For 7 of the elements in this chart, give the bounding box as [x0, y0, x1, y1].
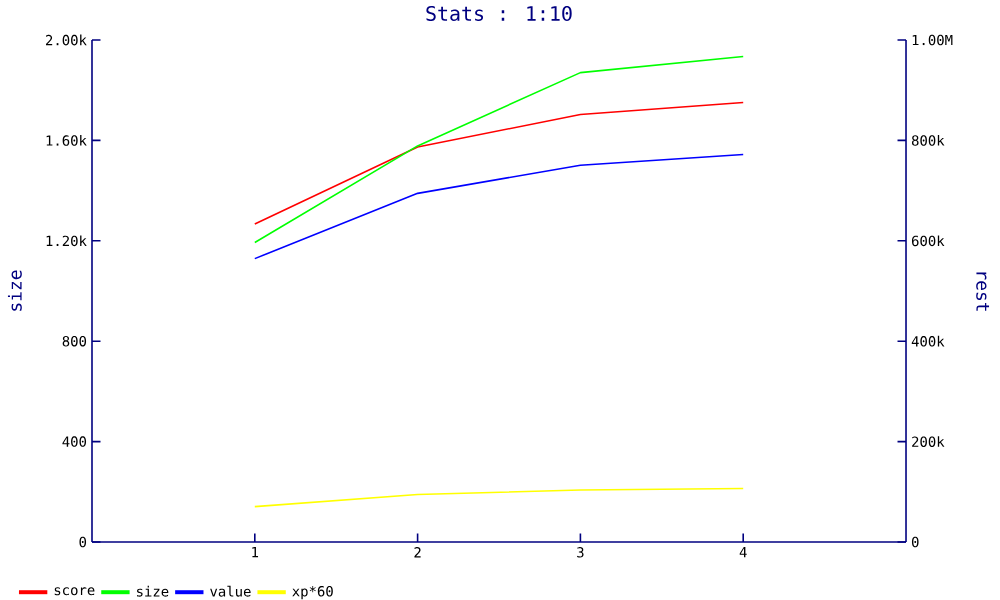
line-series [254, 101, 744, 225]
line-series [254, 487, 744, 508]
line-series [254, 55, 744, 244]
y-axis-title: size [7, 270, 22, 311]
chart-title: Stats : 1:10 [426, 5, 572, 21]
line-series [254, 153, 744, 260]
y2-axis-title: rest [976, 272, 990, 311]
